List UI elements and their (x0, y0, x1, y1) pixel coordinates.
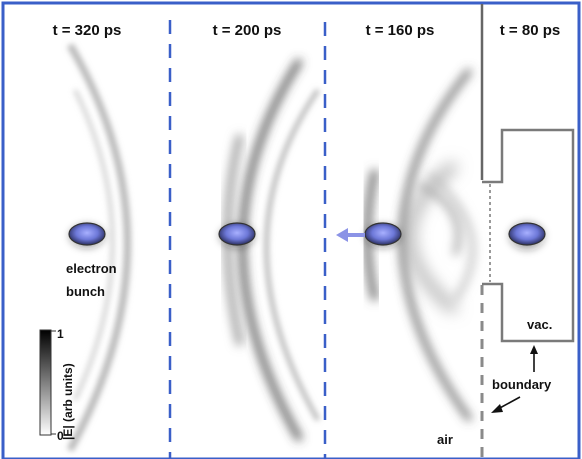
boundary-arrow-up-icon (530, 345, 538, 372)
vacuum-label: vac. (527, 317, 552, 332)
time-label-80ps: t = 80 ps (500, 22, 560, 39)
colorbar-max-label: 1 (57, 327, 64, 341)
time-label-320ps: t = 320 ps (53, 22, 122, 39)
air-label: air (437, 432, 453, 447)
electron-label: electron (66, 261, 117, 276)
electron-bunch-320ps (68, 222, 106, 246)
time-label-160ps: t = 160 ps (366, 22, 435, 39)
electron-bunch-160ps (364, 222, 402, 246)
boundary-label: boundary (492, 377, 552, 392)
direction-arrow-icon (336, 228, 365, 242)
electron-bunch-200ps (218, 222, 256, 246)
colorbar: 1 0 |E| (arb units) (39, 327, 75, 443)
colorbar-title: |E| (arb units) (61, 363, 75, 440)
colorbar-gradient (39, 329, 52, 436)
colorbar-min-label: 0 (57, 429, 64, 443)
time-label-200ps: t = 200 ps (213, 22, 282, 39)
boundary-arrow-left-icon (491, 396, 521, 413)
electron-bunch-80ps (508, 222, 546, 246)
boundary-outline (482, 128, 575, 343)
bunch-label: bunch (66, 284, 105, 299)
panel-160ps (361, 68, 476, 422)
